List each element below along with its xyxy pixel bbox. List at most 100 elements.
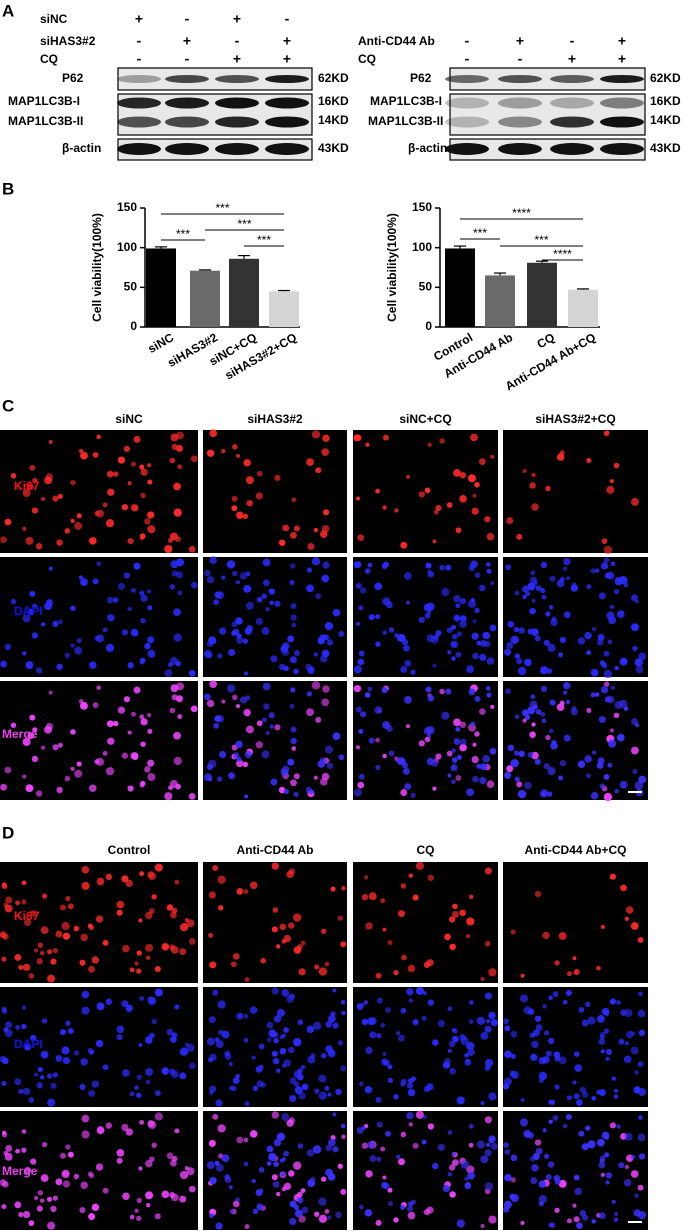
nucleus bbox=[311, 681, 321, 690]
nucleus bbox=[179, 1047, 189, 1056]
nucleus bbox=[531, 598, 536, 603]
nucleus bbox=[22, 526, 27, 531]
nucleus bbox=[140, 594, 148, 602]
nucleus bbox=[107, 488, 115, 496]
condition-sign: + bbox=[283, 33, 291, 49]
nucleus bbox=[546, 791, 553, 797]
nucleus bbox=[121, 504, 129, 511]
nucleus bbox=[310, 1176, 316, 1182]
bar bbox=[445, 248, 475, 327]
nucleus bbox=[266, 1021, 274, 1029]
nucleus bbox=[566, 576, 571, 581]
nucleus bbox=[22, 614, 31, 623]
nucleus bbox=[65, 1144, 71, 1150]
nucleus bbox=[365, 922, 373, 930]
nucleus bbox=[503, 1142, 510, 1149]
nucleus bbox=[486, 657, 495, 665]
nucleus bbox=[484, 1116, 492, 1124]
nucleus bbox=[280, 645, 289, 653]
column-header: siNC bbox=[115, 412, 143, 426]
nucleus bbox=[534, 758, 541, 765]
nucleus bbox=[322, 561, 330, 569]
nucleus bbox=[22, 1087, 31, 1096]
nucleus bbox=[121, 875, 129, 883]
nucleus bbox=[88, 1213, 96, 1221]
nucleus bbox=[427, 874, 435, 881]
nucleus bbox=[271, 1174, 278, 1181]
nucleus bbox=[364, 691, 371, 698]
nucleus bbox=[217, 1124, 226, 1133]
nucleus bbox=[382, 721, 391, 729]
nucleus bbox=[318, 1214, 328, 1223]
nucleus bbox=[208, 636, 217, 645]
nucleus bbox=[294, 1209, 303, 1218]
condition-sign: - bbox=[285, 11, 290, 27]
nucleus bbox=[510, 1194, 519, 1203]
blot-band bbox=[117, 97, 161, 109]
nucleus bbox=[209, 680, 218, 688]
nucleus bbox=[450, 763, 459, 772]
nucleus bbox=[290, 656, 297, 664]
nucleus bbox=[146, 1079, 151, 1085]
nucleus bbox=[466, 1165, 475, 1174]
column-header: Control bbox=[108, 843, 151, 857]
nucleus bbox=[313, 775, 318, 780]
nucleus bbox=[574, 1187, 583, 1196]
nucleus bbox=[393, 1094, 399, 1100]
nucleus bbox=[484, 992, 492, 1000]
nucleus bbox=[455, 603, 461, 609]
nucleus bbox=[25, 784, 34, 793]
nucleus bbox=[236, 1012, 244, 1020]
nucleus bbox=[224, 1176, 232, 1184]
nucleus bbox=[385, 1130, 391, 1137]
nucleus bbox=[123, 696, 130, 703]
nucleus bbox=[485, 686, 491, 691]
nucleus bbox=[258, 1188, 264, 1194]
nucleus bbox=[174, 879, 180, 885]
nucleus bbox=[576, 1222, 583, 1229]
nucleus bbox=[314, 1088, 320, 1094]
nucleus bbox=[209, 961, 217, 969]
nucleus bbox=[472, 775, 479, 783]
nucleus bbox=[289, 703, 295, 709]
y-tick-label: 150 bbox=[412, 200, 432, 214]
column-header: siHAS3#2+CQ bbox=[535, 412, 615, 426]
micrograph bbox=[203, 862, 347, 983]
nucleus bbox=[46, 1196, 53, 1202]
nucleus bbox=[296, 1196, 304, 1204]
nucleus bbox=[293, 1037, 302, 1047]
nucleus bbox=[447, 1006, 453, 1012]
nucleus bbox=[283, 1059, 292, 1067]
y-tick-label: 100 bbox=[412, 240, 432, 254]
nucleus bbox=[169, 707, 176, 714]
nucleus bbox=[41, 622, 46, 627]
nucleus bbox=[439, 438, 445, 444]
nucleus bbox=[70, 729, 76, 735]
nucleus bbox=[570, 708, 578, 716]
nucleus bbox=[138, 1166, 143, 1171]
nucleus bbox=[311, 430, 321, 439]
y-tick-label: 0 bbox=[425, 319, 432, 333]
nucleus bbox=[252, 1085, 259, 1092]
nucleus bbox=[293, 1161, 302, 1170]
nucleus bbox=[242, 638, 249, 644]
nucleus bbox=[614, 665, 619, 671]
nucleus bbox=[131, 630, 139, 637]
nucleus bbox=[354, 685, 362, 693]
nucleus bbox=[424, 613, 431, 619]
nucleus bbox=[358, 1204, 364, 1210]
nucleus bbox=[439, 688, 445, 695]
nucleus bbox=[447, 773, 452, 778]
nucleus bbox=[598, 1161, 606, 1169]
micrograph bbox=[0, 430, 198, 553]
nucleus bbox=[635, 599, 640, 604]
nucleus bbox=[129, 1214, 135, 1220]
nucleus bbox=[306, 458, 314, 467]
nucleus bbox=[41, 496, 46, 502]
nucleus bbox=[76, 761, 82, 767]
nucleus bbox=[287, 758, 295, 766]
nucleus bbox=[603, 545, 613, 555]
nucleus bbox=[145, 1191, 154, 1200]
nucleus bbox=[10, 473, 17, 479]
nucleus bbox=[79, 959, 86, 966]
